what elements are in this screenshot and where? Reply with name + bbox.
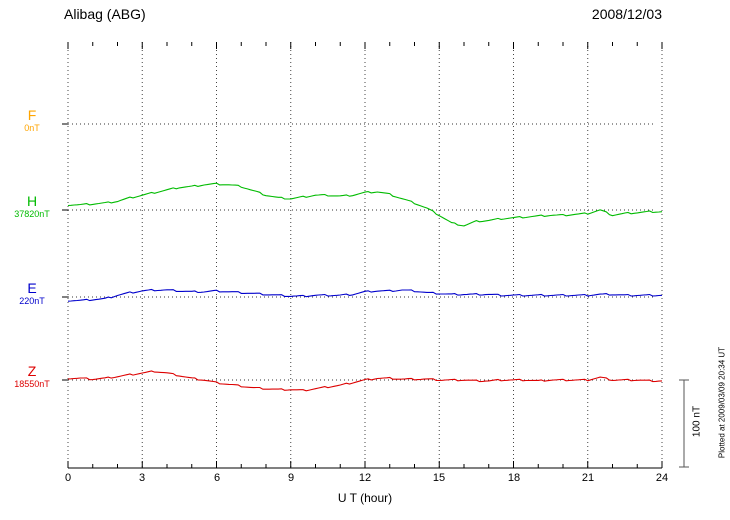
trace-E <box>67 288 663 302</box>
x-axis-label: U T (hour) <box>337 491 393 505</box>
x-tick-label-9: 9 <box>287 472 295 484</box>
trace-H <box>67 182 663 227</box>
component-letter-F: F <box>27 107 37 123</box>
x-tick-label-6: 6 <box>213 472 221 484</box>
component-baseline-F: 0nT <box>24 123 40 133</box>
component-label-H: H 37820nT <box>2 194 62 220</box>
component-letter-E: E <box>27 280 37 296</box>
component-baseline-H: 37820nT <box>14 209 50 219</box>
component-letter-Z: Z <box>27 363 37 379</box>
station-title: Alibag (ABG) <box>64 6 146 22</box>
component-baseline-Z: 18550nT <box>14 379 50 389</box>
plotted-at-note: Plotted at 2009/03/09 20:34 UT <box>717 346 727 459</box>
component-label-E: E 220nT <box>2 281 62 307</box>
x-tick-label-15: 15 <box>432 472 446 484</box>
x-tick-label-0: 0 <box>64 472 72 484</box>
x-tick-label-3: 3 <box>138 472 146 484</box>
x-tick-label-12: 12 <box>358 472 372 484</box>
scale-bar-label: 100 nT <box>691 405 703 438</box>
x-tick-label-24: 24 <box>655 472 669 484</box>
plot-date: 2008/12/03 <box>591 6 662 22</box>
component-baseline-E: 220nT <box>19 296 45 306</box>
x-tick-label-21: 21 <box>581 472 595 484</box>
trace-Z <box>67 370 663 392</box>
x-tick-label-18: 18 <box>507 472 521 484</box>
component-label-Z: Z 18550nT <box>2 364 62 390</box>
component-label-F: F 0nT <box>2 108 62 134</box>
component-letter-H: H <box>26 193 38 209</box>
